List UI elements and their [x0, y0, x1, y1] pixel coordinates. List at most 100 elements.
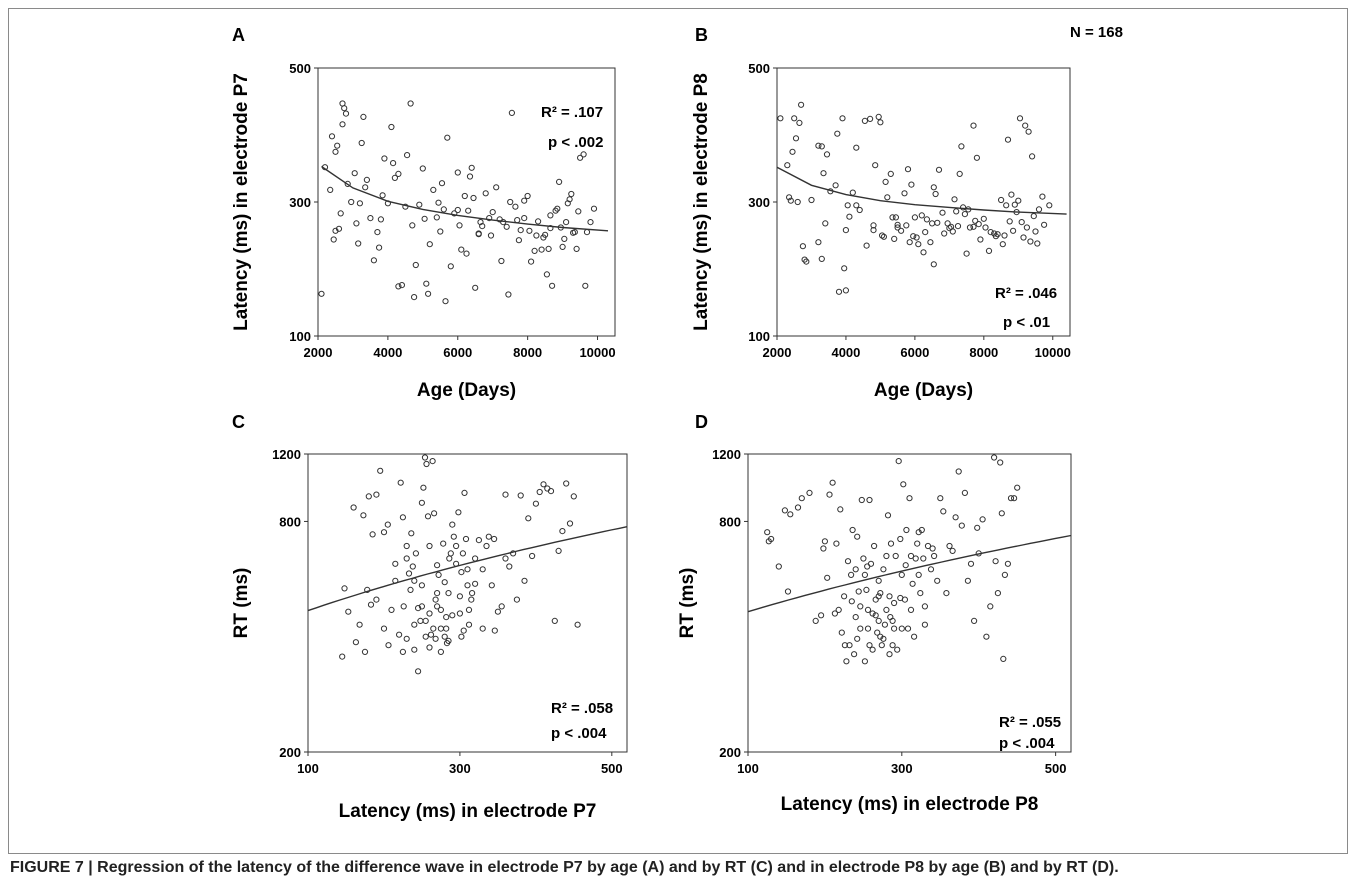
data-point [954, 223, 962, 230]
data-point [961, 489, 969, 496]
data-point [395, 283, 402, 290]
data-point [385, 642, 392, 649]
data-point [377, 216, 384, 223]
data-point [423, 280, 430, 287]
data-point [835, 606, 842, 614]
data-point [880, 566, 887, 573]
data-points [318, 100, 598, 305]
data-point [818, 255, 825, 262]
data-point [330, 236, 337, 243]
data-point [465, 207, 472, 214]
data-point [384, 521, 391, 528]
data-point [514, 217, 521, 224]
data-point [894, 224, 901, 231]
data-point [447, 263, 454, 270]
y-tick-label: 300 [289, 195, 311, 210]
x-tick-label: 300 [449, 761, 471, 776]
data-point [789, 148, 796, 155]
data-point [895, 458, 902, 465]
data-point [411, 621, 418, 628]
data-point [531, 247, 538, 254]
data-point [360, 512, 367, 519]
data-point [1046, 202, 1053, 209]
data-point [935, 166, 943, 173]
data-point [399, 514, 406, 521]
data-point [852, 566, 859, 573]
data-point [844, 558, 852, 565]
data-point [999, 241, 1006, 248]
data-point [489, 209, 496, 216]
sample-size-label: N = 168 [1070, 24, 1123, 41]
data-point [878, 642, 885, 649]
panel-b: B 2000 4000 6000 8000 10000 100 300 500 Age (Days… [691, 25, 1071, 401]
data-point [437, 606, 444, 614]
x-tick-label: 300 [891, 761, 913, 776]
data-point [983, 633, 990, 640]
data-point [824, 574, 831, 581]
data-point [472, 555, 479, 562]
data-point [946, 542, 953, 550]
data-point [998, 196, 1005, 204]
data-point [456, 593, 463, 600]
data-point [341, 585, 348, 592]
data-point [777, 115, 784, 122]
y-tick-label: 300 [748, 195, 770, 210]
data-point [820, 170, 827, 177]
data-point [911, 633, 918, 640]
data-point [975, 221, 982, 228]
data-point [463, 250, 470, 257]
data-point [1004, 560, 1012, 567]
data-point [808, 196, 815, 204]
data-point [388, 606, 395, 614]
data-point [491, 627, 498, 634]
data-point [390, 160, 397, 167]
data-point [929, 220, 936, 227]
data-point [486, 215, 493, 222]
r-squared-label: R² = .046 [995, 285, 1057, 302]
data-point [472, 580, 479, 587]
data-point [956, 170, 963, 177]
data-point [979, 516, 986, 523]
data-point [513, 596, 521, 603]
data-point [912, 555, 919, 562]
data-point [418, 499, 425, 506]
x-tick-label: 4000 [831, 345, 860, 360]
p-value-label: p < .004 [999, 735, 1055, 752]
data-point [517, 492, 524, 499]
data-point [458, 246, 465, 253]
figure-caption: FIGURE 7 | Regression of the latency of … [10, 859, 1119, 876]
data-point [815, 142, 822, 149]
regression-fit-line [307, 526, 628, 612]
panel-a: A 2000 4000 6000 8000 10000 100 300 500 Age (Days… [231, 25, 616, 401]
data-point [407, 586, 414, 594]
data-point [465, 621, 473, 628]
data-point [914, 540, 921, 547]
data-point [475, 537, 482, 544]
data-point [781, 507, 789, 514]
data-point [370, 257, 377, 264]
data-point [841, 593, 848, 600]
x-axis-title: Latency (ms) in electrode P8 [781, 794, 1039, 815]
data-point [946, 225, 953, 232]
data-point [398, 282, 405, 289]
data-point [887, 170, 894, 177]
data-point [842, 227, 850, 234]
data-point [883, 552, 890, 560]
data-point [442, 298, 449, 305]
data-point [580, 151, 587, 158]
data-point [877, 590, 884, 597]
data-point [1001, 232, 1008, 239]
data-point [339, 121, 346, 128]
data-point [498, 257, 505, 265]
data-point [434, 603, 441, 610]
data-point [464, 566, 471, 573]
data-point [352, 639, 359, 646]
data-point [533, 232, 540, 239]
data-point [364, 586, 371, 594]
data-point [903, 222, 910, 229]
data-point [335, 225, 343, 232]
data-point [503, 223, 510, 230]
data-point [952, 514, 959, 521]
data-point [849, 526, 856, 534]
